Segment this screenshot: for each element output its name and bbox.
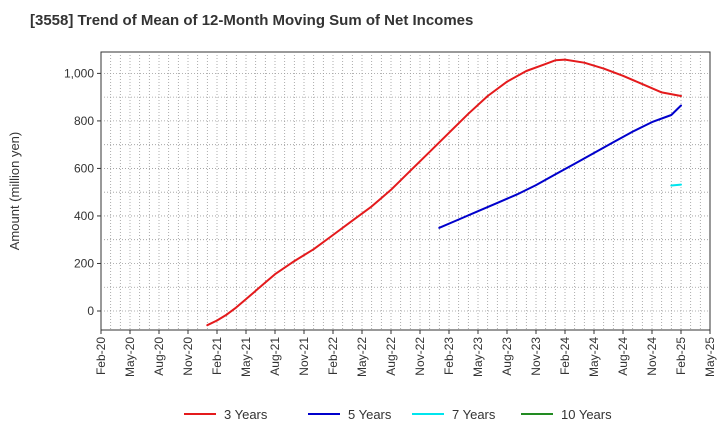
x-tick-label: Aug-22 (384, 337, 398, 376)
x-tick-label: Feb-20 (94, 337, 108, 375)
x-tick-label: Nov-21 (297, 337, 311, 376)
x-tick-label: May-21 (239, 337, 253, 377)
legend-label: 10 Years (561, 407, 612, 422)
series-lines (206, 58, 682, 327)
plot-area (100, 51, 711, 331)
y-axis-ticks: 0 200 400 600 800 1,000 (64, 66, 101, 318)
x-tick-label: Aug-21 (268, 337, 282, 376)
x-tick-label: Aug-20 (152, 337, 166, 376)
grid-lines (101, 52, 710, 330)
legend-item-10-years: 10 Years (521, 407, 612, 422)
x-tick-label: Feb-22 (326, 337, 340, 375)
x-tick-label: May-24 (587, 337, 601, 377)
x-tick-label: Nov-20 (181, 337, 195, 376)
x-tick-label: Nov-23 (529, 337, 543, 376)
y-tick-label: 400 (74, 209, 94, 223)
y-tick-label: 200 (74, 256, 94, 270)
x-tick-label: May-25 (703, 337, 717, 377)
y-tick-label: 600 (74, 161, 94, 175)
y-axis-title: Amount (million yen) (7, 132, 22, 251)
legend-item-7-years: 7 Years (412, 407, 496, 422)
y-tick-label: 800 (74, 114, 94, 128)
x-tick-label: Aug-24 (616, 337, 630, 376)
x-tick-label: May-20 (123, 337, 137, 377)
legend-label: 5 Years (348, 407, 392, 422)
y-tick-label: 0 (87, 304, 94, 318)
x-axis-ticks: Feb-20 May-20 Aug-20 Nov-20 Feb-21 May-21 Aug-… (94, 330, 717, 377)
x-tick-label: Aug-23 (500, 337, 514, 376)
legend: 3 Years 5 Years 7 Years 10 Years (184, 407, 612, 422)
y-tick-label: 1,000 (64, 66, 94, 80)
x-tick-label: Feb-24 (558, 337, 572, 375)
chart-title: [3558] Trend of Mean of 12-Month Moving … (30, 12, 474, 29)
series-line-3-years (206, 58, 682, 327)
series-line-7-years (670, 183, 682, 187)
x-tick-label: Nov-22 (413, 337, 427, 376)
x-tick-label: May-22 (355, 337, 369, 377)
legend-label: 7 Years (452, 407, 496, 422)
series-line-5-years (438, 104, 682, 229)
x-tick-label: Feb-21 (210, 337, 224, 375)
x-tick-label: Nov-24 (645, 337, 659, 376)
x-tick-label: May-23 (471, 337, 485, 377)
x-tick-label: Feb-23 (442, 337, 456, 375)
legend-item-5-years: 5 Years (308, 407, 392, 422)
x-tick-label: Feb-25 (674, 337, 688, 375)
legend-item-3-years: 3 Years (184, 407, 268, 422)
legend-label: 3 Years (224, 407, 268, 422)
